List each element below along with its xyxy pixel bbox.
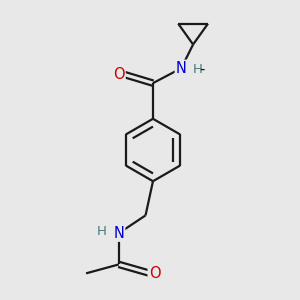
Text: H: H	[96, 225, 106, 238]
Text: -: -	[200, 62, 205, 77]
Text: N: N	[176, 61, 187, 76]
Text: N: N	[113, 226, 124, 241]
Text: H: H	[193, 63, 202, 76]
Text: O: O	[113, 67, 124, 82]
Text: O: O	[148, 266, 160, 281]
